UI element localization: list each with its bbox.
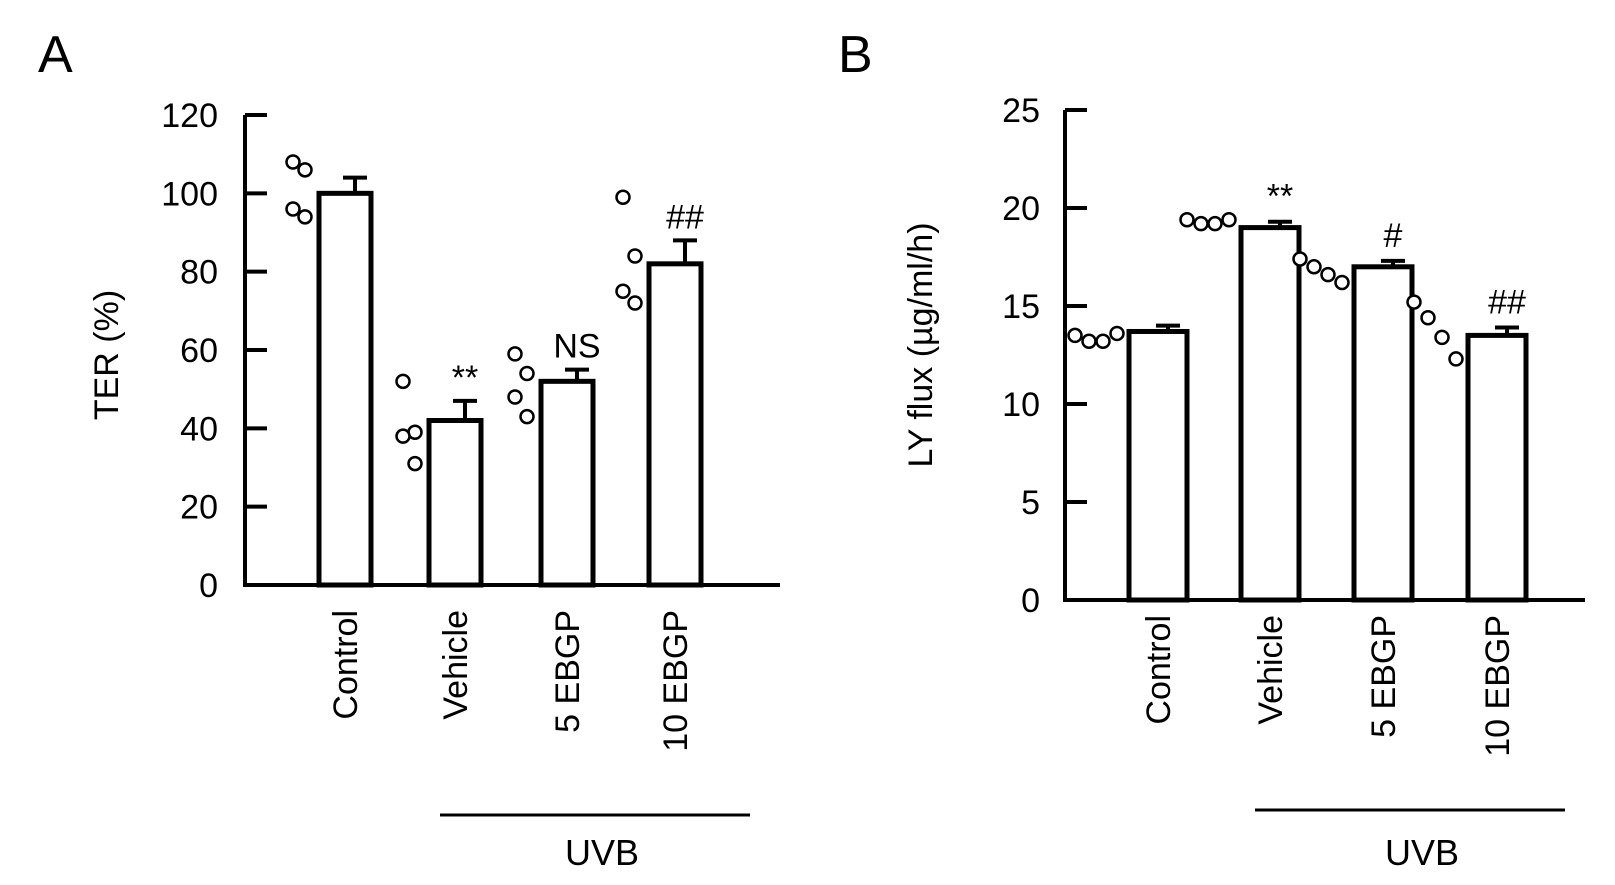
panel-b-data-point bbox=[1095, 333, 1111, 350]
panel-a-y-tick-label: 100 bbox=[161, 175, 218, 213]
panel-b-data-point bbox=[1334, 274, 1350, 291]
panel-b-significance-label: ## bbox=[1488, 284, 1526, 322]
panel-a-data-point bbox=[615, 189, 631, 205]
panel-a-data-point bbox=[285, 201, 301, 217]
panel-b-y-tick-label: 5 bbox=[1021, 484, 1040, 522]
panel-b-y-tick-label: 20 bbox=[1002, 190, 1040, 228]
panel-b-y-tick-label: 15 bbox=[1002, 288, 1040, 326]
panel-b-data-point bbox=[1448, 351, 1464, 367]
panel-b-data-point bbox=[1320, 266, 1336, 283]
panel-b-data-point bbox=[1221, 212, 1237, 228]
panel-a-significance-label: ## bbox=[666, 198, 704, 236]
panel-b-category-label: 5 EBGP bbox=[1365, 615, 1403, 738]
panel-a-y-tick-label: 0 bbox=[199, 567, 218, 605]
panel-b-bar bbox=[1351, 264, 1415, 603]
panel-a-category-label: Control bbox=[327, 610, 365, 720]
panel-a-label: A bbox=[38, 26, 73, 84]
panel-b-data-point bbox=[1434, 329, 1450, 346]
panel-b-group-label: UVB bbox=[1385, 832, 1459, 873]
panel-a-data-point bbox=[507, 346, 523, 362]
panel-a-y-tick-label: 40 bbox=[180, 410, 218, 448]
panel-a-y-tick-label: 20 bbox=[180, 489, 218, 527]
panel-b-data-point bbox=[1081, 333, 1097, 350]
panel-b-y-tick-label: 0 bbox=[1021, 582, 1040, 620]
panel-b-data-point bbox=[1067, 327, 1083, 344]
panel-a-bar bbox=[646, 261, 704, 588]
panel-a-data-point bbox=[627, 295, 643, 311]
panel-b-data-point bbox=[1109, 325, 1125, 342]
panel-b-data-point bbox=[1193, 215, 1209, 232]
panel-a-data-point bbox=[627, 248, 643, 264]
panel-b-data-point bbox=[1179, 212, 1195, 228]
panel-a-data-point bbox=[297, 209, 313, 225]
panel-b-significance-label: ** bbox=[1267, 178, 1293, 216]
panel-a-y-tick-label: 120 bbox=[161, 97, 218, 135]
panel-a-y-axis-title: TER (%) bbox=[88, 290, 126, 420]
panel-a-bar bbox=[316, 190, 374, 588]
panel-a-bar bbox=[538, 378, 596, 588]
panel-a-data-point bbox=[297, 162, 313, 178]
panel-a-significance-label: ** bbox=[452, 359, 478, 397]
panel-a-data-point bbox=[615, 283, 631, 299]
panel-a-data-point bbox=[407, 455, 423, 472]
panel-a-category-label: 5 EBGP bbox=[549, 610, 587, 733]
panel-b-data-point bbox=[1306, 259, 1322, 275]
panel-b-y-tick-label: 10 bbox=[1002, 386, 1040, 424]
panel-a-category-label: 10 EBGP bbox=[657, 610, 695, 752]
panel-a-significance-label: NS bbox=[553, 328, 600, 366]
panel-b-y-axis-title: LY flux (µg/ml/h) bbox=[902, 222, 940, 467]
panel-a-data-point bbox=[285, 154, 301, 170]
panel-b-data-point bbox=[1420, 310, 1436, 326]
panel-b-significance-label: # bbox=[1384, 217, 1403, 255]
panel-b-data-point bbox=[1406, 294, 1422, 310]
panel-a-data-point bbox=[519, 365, 535, 382]
panel-a-y-tick-label: 60 bbox=[180, 332, 218, 370]
panel-a-data-point bbox=[519, 408, 535, 425]
panel-b-bar bbox=[1238, 225, 1302, 603]
panel-b-y-tick-label: 25 bbox=[1002, 92, 1040, 130]
panel-a-bar bbox=[426, 418, 484, 588]
panel-b-bar bbox=[1126, 328, 1190, 603]
panel-a-data-point bbox=[507, 389, 523, 405]
panel-b: B LY flux (µg/ml/h) UVB 0 5 10 15 20 25 Contro… bbox=[838, 26, 1585, 873]
panel-a-data-point bbox=[395, 428, 411, 444]
panel-b-data-point bbox=[1292, 251, 1308, 267]
panel-b-bar bbox=[1465, 332, 1529, 603]
panel-b-label: B bbox=[838, 26, 873, 84]
panel-b-category-label: Control bbox=[1140, 615, 1178, 725]
panel-a-y-tick-label: 80 bbox=[180, 254, 218, 292]
panel-b-data-point bbox=[1207, 215, 1223, 232]
panel-a-data-point bbox=[395, 373, 411, 390]
panel-a: A TER (%) UVB 0 20 40 60 80 100 120 Control ** Ve… bbox=[38, 26, 780, 873]
panel-a-group-label: UVB bbox=[565, 832, 639, 873]
panel-b-category-label: 10 EBGP bbox=[1479, 615, 1517, 757]
panel-a-category-label: Vehicle bbox=[437, 610, 475, 720]
panel-b-category-label: Vehicle bbox=[1252, 615, 1290, 725]
